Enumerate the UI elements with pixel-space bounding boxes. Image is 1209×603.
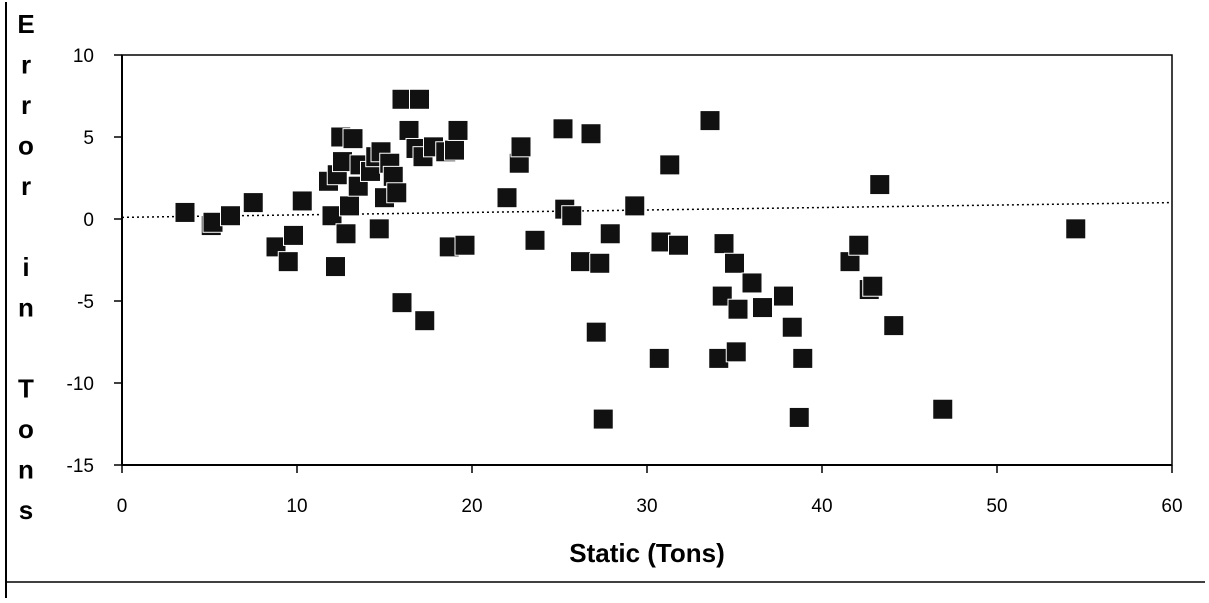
data-point — [883, 315, 905, 337]
data-point — [741, 272, 763, 294]
data-point — [725, 341, 747, 363]
data-point — [1065, 218, 1087, 240]
data-point — [648, 347, 670, 369]
data-point — [724, 252, 745, 274]
data-point — [599, 223, 621, 245]
y-axis-label-letter: r — [21, 90, 31, 120]
data-point — [570, 251, 591, 273]
data-point — [342, 128, 364, 150]
x-tick-label: 60 — [1161, 496, 1182, 517]
data-point — [174, 201, 196, 223]
data-point — [409, 88, 430, 110]
data-point — [788, 406, 810, 428]
data-point — [510, 136, 532, 158]
data-points — [174, 88, 1087, 430]
y-axis-label-letter: E — [17, 9, 34, 39]
data-point — [699, 110, 721, 132]
data-point — [848, 234, 870, 256]
x-tick-label: 30 — [636, 496, 657, 517]
data-point — [277, 251, 299, 273]
y-axis-label-letter: T — [18, 374, 34, 404]
data-point — [932, 398, 954, 420]
data-point — [454, 234, 476, 256]
data-point — [589, 252, 611, 274]
axis-ticks — [114, 54, 1173, 473]
data-point — [398, 119, 420, 141]
x-tick-label: 20 — [461, 496, 482, 517]
data-point — [668, 234, 689, 256]
y-tick-label: 5 — [83, 128, 94, 149]
data-point — [624, 195, 646, 217]
y-axis-label-letter: n — [18, 455, 34, 485]
data-point — [291, 190, 313, 212]
x-tick-label: 50 — [986, 496, 1007, 517]
data-point — [220, 205, 241, 227]
data-point — [368, 218, 390, 240]
y-tick-label: -5 — [77, 292, 94, 313]
data-point — [727, 298, 749, 320]
data-point — [792, 347, 814, 369]
y-axis-label-letter: r — [21, 50, 31, 80]
data-point — [561, 205, 583, 227]
y-axis-label-letter: o — [18, 131, 34, 161]
data-point — [386, 182, 408, 204]
y-tick-label: -15 — [67, 456, 94, 477]
y-axis-label-letter: i — [22, 252, 29, 282]
x-tick-label: 10 — [286, 496, 307, 517]
x-axis-label: Static (Tons) — [569, 538, 725, 568]
data-point — [552, 118, 574, 140]
trendline — [121, 201, 1173, 219]
data-point — [339, 195, 360, 217]
y-tick-label: 0 — [83, 210, 94, 231]
data-point — [659, 154, 681, 176]
data-point — [711, 285, 733, 307]
data-point — [781, 316, 803, 338]
data-point — [496, 187, 518, 209]
data-point — [391, 292, 413, 314]
data-point — [444, 139, 465, 161]
data-point — [752, 297, 773, 319]
data-point — [580, 123, 602, 145]
y-axis-label-letter: o — [18, 414, 34, 444]
y-axis-label-letter: n — [18, 293, 34, 323]
y-axis-label-letter: r — [21, 171, 31, 201]
x-tick-label: 40 — [811, 496, 832, 517]
data-point — [414, 310, 436, 332]
data-point — [869, 174, 891, 196]
data-point — [335, 223, 357, 245]
y-tick-label: -10 — [67, 374, 94, 395]
data-point — [447, 119, 469, 141]
data-point — [773, 285, 794, 307]
data-point — [283, 224, 304, 246]
y-tick-label: 10 — [73, 46, 94, 67]
data-point — [585, 321, 607, 343]
data-point — [524, 229, 546, 251]
data-point — [325, 256, 346, 278]
data-point — [862, 275, 884, 297]
data-point — [592, 408, 614, 430]
y-axis-label-letter: s — [19, 495, 33, 525]
data-point — [713, 233, 735, 255]
x-tick-label: 0 — [117, 496, 128, 517]
data-point — [242, 192, 264, 214]
